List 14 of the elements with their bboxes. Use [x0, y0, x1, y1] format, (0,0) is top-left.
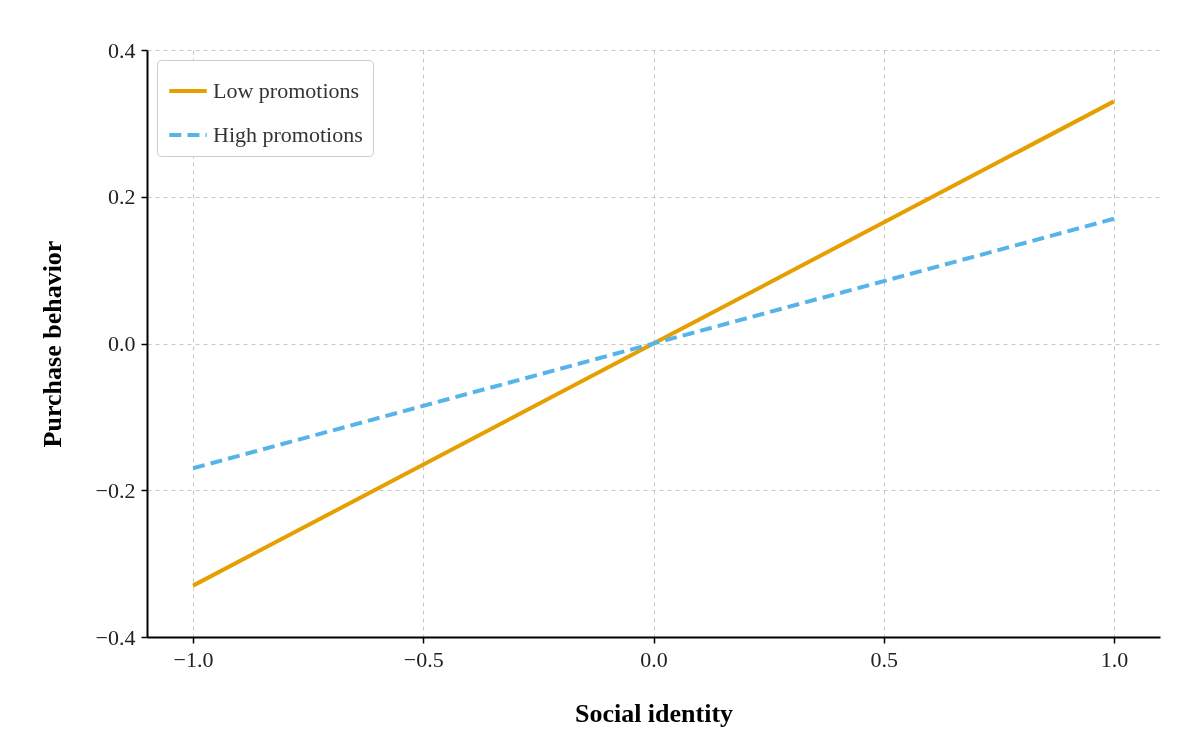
y-tick-label: −0.4 — [95, 624, 136, 650]
legend-label: High promotions — [213, 122, 363, 147]
y-axis-title: Purchase behavior — [37, 240, 67, 448]
y-tick-label: 0.0 — [108, 331, 136, 356]
legend-label: Low promotions — [213, 78, 360, 103]
x-tick-label: −1.0 — [173, 646, 214, 672]
x-tick-label: 0.0 — [640, 646, 668, 672]
x-tick-label: −0.5 — [403, 646, 444, 672]
y-tick-label: 0.2 — [108, 184, 136, 210]
y-tick-label: 0.4 — [108, 37, 136, 63]
x-tick-label: 1.0 — [1100, 646, 1129, 672]
x-tick-label: 0.5 — [870, 646, 898, 672]
x-axis-title: Social identity — [574, 698, 734, 728]
y-tick-label: −0.2 — [95, 477, 136, 503]
